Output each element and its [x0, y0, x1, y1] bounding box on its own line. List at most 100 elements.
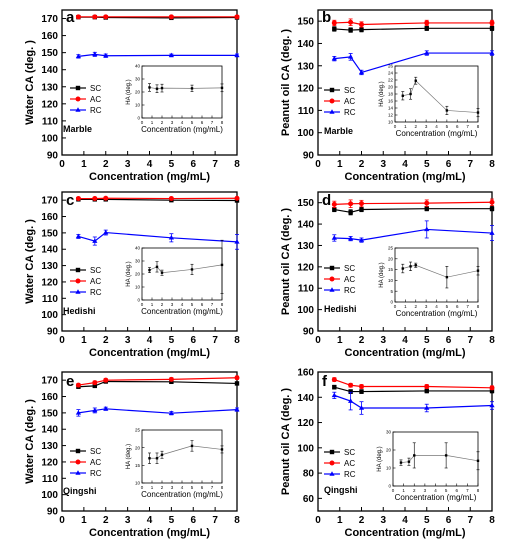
inset-data-point — [155, 87, 159, 90]
y-axis-label: Water CA (deg. ) — [24, 219, 36, 304]
series-RC — [331, 391, 495, 415]
y-tick-label: 90 — [47, 327, 59, 338]
data-point — [168, 234, 174, 240]
y-tick-label: 120 — [41, 457, 58, 468]
data-point — [75, 382, 81, 388]
legend-label: SC — [344, 448, 355, 457]
y-tick-label: 150 — [41, 228, 58, 239]
inset-x-tick-label: 4 — [181, 120, 184, 125]
y-tick-label: 100 — [297, 128, 314, 139]
data-point — [359, 201, 364, 207]
x-tick-label: 5 — [424, 159, 430, 170]
inset-x-tick-label: 7 — [466, 124, 469, 129]
inset-x-tick-label: 3 — [424, 488, 427, 493]
substrate-label: Hedishi — [63, 306, 96, 316]
y-tick-label: 160 — [297, 368, 314, 379]
y-tick-label: 100 — [297, 443, 314, 454]
x-tick-label: 8 — [234, 515, 240, 526]
inset-x-tick-label: 2 — [161, 485, 164, 490]
data-point — [103, 195, 109, 201]
x-tick-label: 7 — [212, 515, 218, 526]
inset-data-point — [409, 265, 412, 268]
panel-label: a — [66, 9, 75, 26]
legend-entry-SC: SC — [70, 266, 101, 275]
legend-marker — [329, 471, 335, 476]
legend-marker — [329, 98, 335, 104]
y-tick-label: 150 — [41, 408, 58, 419]
inset-y-tick-label: 10 — [386, 466, 392, 471]
inset-data-point — [160, 271, 164, 274]
panel-a: 0 1 2 3 4 5 6 7 890100110120130140150160170Conce… — [24, 9, 240, 183]
inset-x-tick-label: 3 — [425, 124, 428, 129]
x-tick-label: 4 — [147, 335, 153, 346]
series-SC — [76, 14, 240, 21]
y-tick-label: 120 — [297, 262, 314, 273]
x-tick-label: 2 — [103, 159, 109, 170]
y-tick-label: 60 — [303, 494, 315, 505]
data-point — [358, 69, 365, 75]
inset-y-tick-label: 26 — [388, 64, 394, 69]
series-AC — [331, 198, 495, 209]
data-point — [103, 377, 109, 383]
series-RC — [75, 405, 240, 417]
inset-y-axis-label: HA (deg.) — [126, 79, 132, 104]
inset-data-point — [401, 94, 404, 97]
series-RC — [331, 50, 495, 76]
legend-marker — [75, 96, 81, 102]
legend-entry-SC: SC — [324, 264, 355, 273]
data-point — [358, 405, 365, 410]
x-tick-label: 0 — [315, 159, 321, 170]
inset-x-tick-label: 5 — [191, 485, 194, 490]
legend-marker — [75, 107, 81, 112]
data-point — [103, 405, 109, 411]
inset-y-axis-label: HA (deg.) — [126, 444, 132, 469]
inset-y-tick-label: 15 — [388, 267, 394, 272]
inset-x-tick-label: 4 — [434, 488, 437, 493]
series-line — [334, 379, 493, 389]
y-tick-label: 130 — [297, 61, 314, 72]
data-point — [424, 50, 430, 55]
data-point — [424, 405, 430, 410]
x-axis-label: Concentration (mg/mL) — [345, 347, 466, 359]
inset-y-tick-label: 30 — [386, 430, 392, 435]
data-point — [92, 407, 98, 413]
inset-x-tick-label: 0 — [141, 120, 144, 125]
legend-entry-AC: AC — [70, 458, 101, 467]
x-tick-label: 8 — [489, 335, 495, 346]
legend-entry-SC: SC — [324, 86, 355, 95]
inset-x-axis-label: Concentration (mg/mL) — [141, 490, 223, 499]
data-point — [234, 195, 240, 201]
inset-x-tick-label: 3 — [171, 485, 174, 490]
panel-c: 0 1 2 3 4 5 6 7 890100110120130140150160170Conce… — [24, 191, 240, 359]
data-point — [424, 26, 429, 31]
x-tick-label: 5 — [169, 335, 175, 346]
y-axis-label: Water CA (deg. ) — [24, 399, 36, 484]
y-tick-label: 150 — [297, 17, 314, 28]
legend-label: SC — [90, 84, 101, 93]
data-point — [489, 230, 495, 235]
x-tick-label: 8 — [234, 335, 240, 346]
inset-x-tick-label: 6 — [201, 120, 204, 125]
inset-x-tick-label: 1 — [402, 488, 405, 493]
panel-label: e — [66, 373, 74, 390]
inset-x-tick-label: 6 — [456, 124, 459, 129]
x-axis-label: Concentration (mg/mL) — [89, 347, 210, 359]
data-point — [92, 238, 98, 243]
x-tick-label: 4 — [147, 159, 153, 170]
x-tick-label: 0 — [59, 515, 65, 526]
x-tick-label: 0 — [59, 335, 65, 346]
series-line — [334, 27, 492, 31]
data-point — [168, 410, 174, 415]
x-tick-label: 6 — [190, 159, 196, 170]
inset-data-point — [220, 448, 224, 451]
x-tick-label: 1 — [81, 159, 87, 170]
x-tick-label: 0 — [59, 159, 65, 170]
panel-label: b — [322, 9, 331, 26]
inset-y-tick-label: 10 — [388, 120, 394, 125]
legend-entry-RC: RC — [70, 469, 102, 478]
legend-label: SC — [344, 264, 355, 273]
y-tick-label: 110 — [42, 294, 59, 305]
data-point — [331, 55, 337, 61]
inset-x-tick-label: 5 — [191, 302, 194, 307]
inset-y-tick-label: 12 — [388, 113, 394, 118]
